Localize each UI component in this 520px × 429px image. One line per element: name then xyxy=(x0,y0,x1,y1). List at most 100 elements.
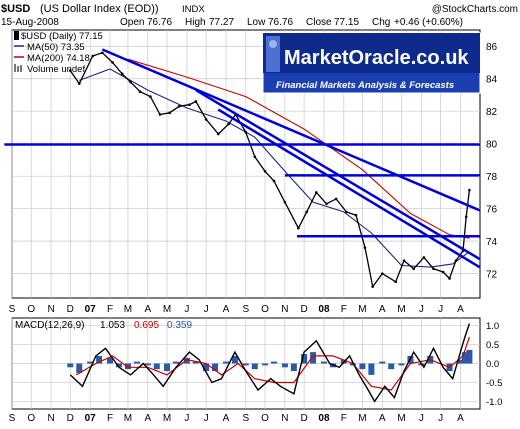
price-tick-label: 76 xyxy=(486,205,498,216)
marketoracle-logo: MarketOracle.co.uk Financial Markets Ana… xyxy=(262,32,481,94)
price-point xyxy=(91,54,95,58)
month-tick-label-bottom: N xyxy=(47,413,54,424)
month-tick-label: S xyxy=(242,304,249,315)
price-point xyxy=(314,191,318,194)
month-tick-label-bottom: D xyxy=(67,413,74,424)
price-point xyxy=(204,118,208,121)
month-tick-label: M xyxy=(163,304,171,315)
price-y-ticks: 72 74 76 78 80 82 84 86 xyxy=(486,42,498,280)
date-label: 15-Aug-2008 xyxy=(1,17,59,28)
legend-volume: Volume undef xyxy=(27,64,85,75)
logo-tagline: Financial Markets Analysis & Forecasts xyxy=(276,80,454,91)
price-tick-label: 80 xyxy=(486,140,498,151)
exchange-label: INDX xyxy=(182,4,205,15)
month-tick-label-bottom: M xyxy=(397,413,405,424)
price-point xyxy=(149,95,152,98)
macd-histogram-bar xyxy=(76,363,83,373)
macd-histogram-bar xyxy=(96,355,103,364)
price-point xyxy=(448,277,451,280)
price-tick-label: 74 xyxy=(486,237,498,248)
month-tick-label: A xyxy=(144,304,151,315)
price-point xyxy=(380,272,384,275)
macd-histogram-bar xyxy=(251,363,258,370)
month-tick-label: M xyxy=(124,304,132,315)
macd-histogram-bar xyxy=(212,363,219,372)
macd-histogram-bar xyxy=(290,363,297,372)
price-tick-label: 86 xyxy=(486,42,498,53)
month-tick-label: A xyxy=(223,304,230,315)
month-tick-label-bottom: J xyxy=(419,413,424,424)
macd-panel: 1.0 0.5 0.0 -0.5 -1.0 MACD(12,26,9) 1.053 0.… xyxy=(11,317,502,410)
month-tick-label-bottom: J xyxy=(184,413,189,424)
price-point xyxy=(68,69,72,72)
month-tick-label-bottom: S xyxy=(242,413,249,424)
month-tick-label: F xyxy=(107,304,113,315)
ohlc-high-label: High xyxy=(185,17,206,28)
price-point xyxy=(464,215,468,219)
month-tick-label: 07 xyxy=(85,304,97,315)
month-tick-label: O xyxy=(261,304,269,315)
logo-text: MarketOracle.co.uk xyxy=(284,47,469,69)
month-tick-label-bottom: O xyxy=(261,413,269,424)
month-tick-label: O xyxy=(27,304,35,315)
price-point xyxy=(371,285,374,288)
price-point xyxy=(412,267,415,271)
ohlc-low-value: 76.76 xyxy=(268,17,293,28)
month-axis: S O N D 07 F M A M J J A S O N D 08 F M A M J J A xyxy=(9,304,464,315)
macd-tick-label: -0.5 xyxy=(486,378,502,389)
price-point xyxy=(468,188,471,192)
price-point xyxy=(188,103,191,107)
month-tick-label-bottom: A xyxy=(223,413,230,424)
price-point xyxy=(325,202,328,206)
macd-value: 1.053 xyxy=(100,320,125,331)
legend-ma50: MA(50) 73.35 xyxy=(27,42,85,53)
price-point xyxy=(129,80,132,84)
price-point xyxy=(263,170,267,173)
macd-histogram-bar xyxy=(231,355,238,364)
macd-line xyxy=(69,323,471,403)
month-tick-label: 08 xyxy=(318,304,330,315)
month-tick-label-bottom: A xyxy=(379,413,386,424)
ma50-series-line xyxy=(79,68,470,268)
macd-hist-value: 0.359 xyxy=(167,320,192,331)
month-tick-label: S xyxy=(9,304,16,315)
macd-histogram-bar xyxy=(281,363,288,368)
macd-label: MACD(12,26,9) xyxy=(15,320,84,331)
copyright-label: @StockCharts.com xyxy=(432,4,518,15)
price-point xyxy=(111,61,114,64)
macd-y-ticks: 1.0 0.5 0.0 -0.5 -1.0 xyxy=(486,321,502,408)
price-series-line xyxy=(69,52,471,288)
ohlc-low-label: Low xyxy=(247,17,266,28)
trendlines xyxy=(4,48,481,269)
price-point xyxy=(422,256,426,259)
symbol-title: $USD xyxy=(1,3,30,15)
macd-lines xyxy=(69,323,471,403)
macd-histogram-bar xyxy=(310,352,317,364)
month-tick-label-bottom: 08 xyxy=(318,413,330,424)
macd-histogram-bar xyxy=(457,359,464,364)
price-tick-label: 84 xyxy=(486,75,498,86)
month-tick-label: A xyxy=(457,304,464,315)
price-tick-label: 82 xyxy=(486,107,498,118)
macd-histogram-bar xyxy=(379,361,386,364)
month-tick-label-bottom: A xyxy=(457,413,464,424)
price-point xyxy=(345,210,348,214)
macd-histogram-bar xyxy=(301,354,308,364)
ohlc-chg-value: +0.46 (+0.60%) xyxy=(394,17,463,28)
symbol-name: (US Dollar Index (EOD)) xyxy=(40,3,159,15)
month-tick-label-bottom: J xyxy=(204,413,209,424)
ohlc-chg-label: Chg xyxy=(372,17,390,28)
macd-histogram-bar xyxy=(144,363,151,366)
ohlc-open-label: Open xyxy=(120,17,144,28)
price-point xyxy=(227,122,230,126)
macd-histogram-bar xyxy=(222,361,229,364)
price-point xyxy=(394,280,398,284)
month-tick-label: D xyxy=(300,304,307,315)
month-tick-label: J xyxy=(438,304,443,315)
ohlc-open-value: 76.76 xyxy=(147,17,172,28)
month-tick-label: A xyxy=(379,304,386,315)
month-tick-label: D xyxy=(67,304,74,315)
month-axis-bottom: S O N D 07 F M A M J J A S O N D 08 F M A M J J A xyxy=(9,413,464,424)
macd-histogram-bar xyxy=(153,363,160,370)
macd-histogram-bar xyxy=(398,363,405,366)
